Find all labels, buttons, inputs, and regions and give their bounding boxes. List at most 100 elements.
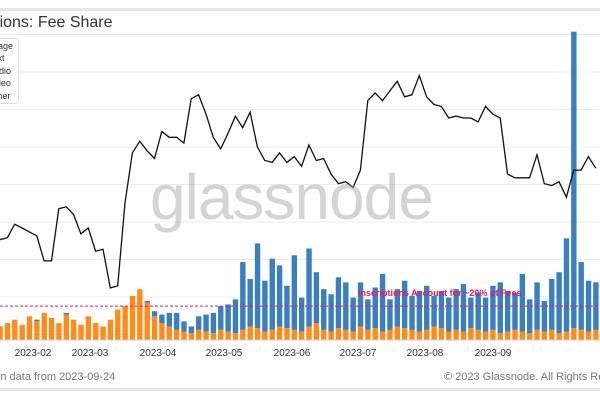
bar-text (372, 328, 378, 340)
watermark: glassnode (150, 161, 434, 233)
bar-text (166, 326, 172, 340)
bar-text (453, 329, 459, 340)
bar-image (468, 297, 474, 329)
bar-text (409, 329, 415, 340)
bar-text (578, 329, 584, 340)
bar-image (571, 31, 577, 329)
bar-image (527, 299, 533, 334)
bar-text (328, 331, 334, 340)
bar-image (497, 282, 503, 334)
bar-image (232, 299, 239, 334)
bar-image (431, 295, 437, 327)
bar-image (151, 311, 158, 317)
bar-text (159, 323, 165, 340)
bar-image (291, 255, 298, 330)
x-tick-label: 2023-04 (139, 348, 177, 359)
bar-text (100, 326, 106, 340)
bar-text (549, 329, 555, 340)
price-line (0, 73, 597, 289)
bar-text (0, 326, 3, 340)
bar-image (409, 295, 415, 330)
bar-image (482, 297, 489, 332)
bar-image (63, 312, 69, 315)
bar-text (394, 326, 400, 340)
x-tick-label: 2023-03 (71, 348, 109, 359)
bar-text (56, 323, 62, 340)
bar-text (335, 328, 342, 340)
bar-image (365, 299, 371, 330)
bar-image (475, 292, 481, 330)
bar-text (365, 329, 371, 340)
divider (0, 388, 600, 391)
legend-item-audio[interactable]: Audio (0, 65, 12, 76)
divider (0, 34, 600, 35)
bar-image (585, 280, 592, 332)
bar-image (453, 289, 459, 330)
bar-image (181, 321, 187, 332)
bar-text (387, 329, 393, 340)
bar-image (387, 299, 393, 330)
bar-text (460, 331, 467, 340)
bar-image (549, 279, 555, 330)
bar-text (210, 333, 217, 340)
bar-text (276, 326, 283, 340)
bar-image (401, 280, 408, 329)
bar-text (490, 329, 496, 340)
bar-text (313, 323, 320, 340)
bar-text (12, 319, 18, 340)
bar-image (159, 314, 165, 324)
bar-text (497, 333, 503, 340)
bar-text (475, 329, 481, 340)
bar-text (129, 295, 136, 340)
x-tick-label: 2023-09 (474, 348, 512, 359)
bar-text (357, 326, 364, 340)
bar-image (563, 238, 570, 332)
bar-text (468, 328, 474, 340)
bar-text (247, 326, 253, 340)
bar-image (394, 289, 400, 327)
bar-text (48, 317, 55, 340)
x-tick-label: 2023-08 (406, 348, 444, 359)
data-source-note: Based on data from 2023-09-24 (0, 371, 116, 383)
bar-image (144, 301, 150, 303)
bar-text (571, 328, 577, 340)
bar-text (379, 331, 386, 340)
bar-image (416, 290, 423, 332)
bar-image (541, 301, 548, 332)
legend[interactable]: Image Text Audio Video Other (0, 38, 19, 104)
bar-text (262, 331, 268, 340)
bar-text (85, 316, 92, 340)
bar-text (63, 314, 69, 340)
bar-image (210, 312, 217, 334)
legend-item-text[interactable]: Text (0, 53, 5, 64)
bar-text (34, 321, 40, 340)
bar-text (144, 302, 150, 340)
bar-text (482, 331, 489, 340)
bar-text (225, 331, 231, 340)
bar-text (203, 331, 209, 340)
bar-text (196, 329, 202, 340)
bar-image (188, 326, 195, 334)
legend-item-video[interactable]: Video (0, 78, 11, 89)
bar-text (254, 328, 261, 340)
annotation-label: Inscriptions Account for ~20% of Fees (358, 288, 522, 298)
legend-item-other[interactable]: Other (0, 90, 11, 101)
bar-image (247, 279, 253, 327)
bar-text (151, 316, 158, 340)
bar-image (438, 290, 445, 329)
x-tick-label: 2023-05 (205, 348, 243, 359)
legend-item-image[interactable]: Image (0, 41, 14, 51)
bar-text (137, 289, 143, 340)
bar-image (276, 265, 283, 327)
bar-image (328, 294, 334, 332)
bar-text (446, 331, 452, 340)
chart-title: Inscriptions: Fee Share (0, 14, 113, 31)
bar-text (306, 326, 312, 340)
bar-text (431, 326, 437, 340)
bar-text (4, 323, 11, 340)
bar-image (460, 284, 467, 332)
bar-text (556, 333, 562, 340)
bar-image (372, 287, 378, 329)
bar-image (203, 314, 209, 332)
bar-text (188, 333, 195, 340)
